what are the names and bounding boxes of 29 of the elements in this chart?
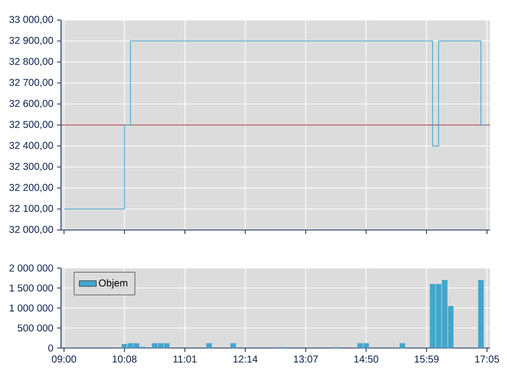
x-tick-label: 15:59 — [414, 356, 439, 363]
x-tick-label: 14:50 — [354, 356, 378, 363]
x-tick-label: 17:05 — [475, 356, 500, 363]
y-tick-label: 33 000,00 — [9, 16, 54, 24]
x-tick-label: 13:07 — [294, 356, 318, 363]
y-tick-label: 32 700,00 — [9, 78, 54, 88]
y-tick-label: 500 000 — [18, 324, 54, 332]
y-tick-label: 1 500 000 — [10, 284, 54, 292]
y-tick-label: 2 000 000 — [9, 264, 54, 272]
y-tick-label: 1 000 000 — [10, 304, 54, 312]
y-tick-label: 32 200,00 — [9, 184, 54, 192]
y-tick-label: 32 000,00 — [9, 226, 54, 234]
bar — [400, 343, 406, 348]
y-tick-label: 32 900,00 — [9, 36, 54, 46]
x-tick-label: 11:01 — [174, 356, 197, 363]
x-tick-label: 12:14 — [234, 356, 258, 363]
bar — [230, 343, 236, 348]
y-tick-label: 32 400,00 — [9, 142, 54, 150]
x-tick-label: 09:00 — [52, 356, 76, 363]
legend-label: Objem — [98, 279, 128, 289]
y-tick-label: 32 100,00 — [9, 204, 54, 214]
y-tick-label: 32 300,00 — [9, 162, 54, 172]
y-tick-label: 32 500,00 — [9, 120, 54, 130]
y-tick-label: 32 600,00 — [9, 100, 54, 108]
y-tick-label: 0 — [48, 344, 54, 352]
y-tick-label: 32 800,00 — [9, 58, 54, 66]
x-tick-label: 10:08 — [112, 356, 137, 363]
bar — [478, 280, 484, 348]
bar — [206, 343, 212, 348]
